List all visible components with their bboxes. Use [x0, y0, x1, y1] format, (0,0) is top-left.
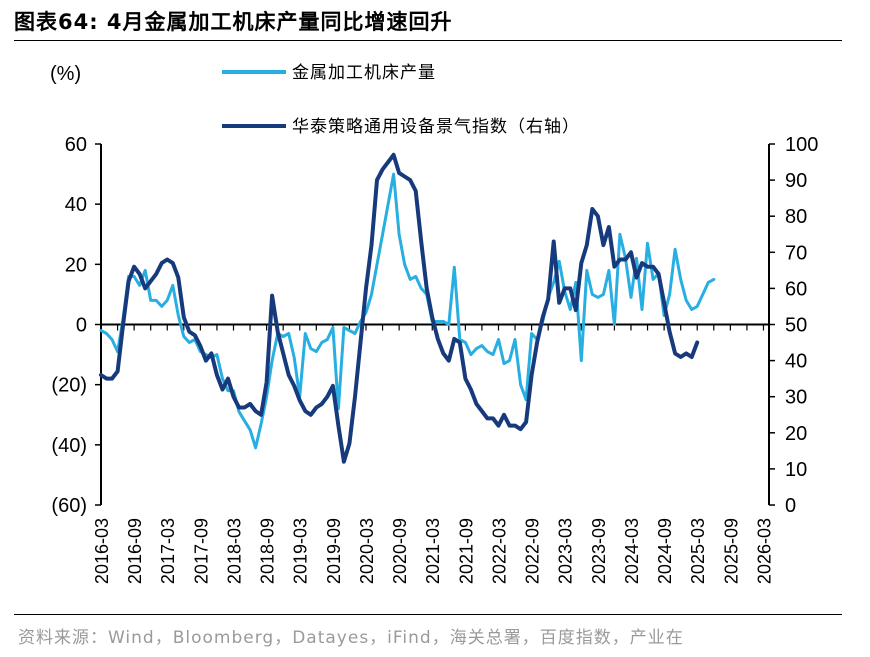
x-axis-tick-label: 2018-03	[224, 518, 244, 584]
x-axis-tick-label: 2019-09	[324, 518, 344, 584]
source-rule	[14, 614, 842, 615]
right-axis-tick-label: 100	[785, 134, 818, 156]
legend-label-machine-tool-output: 金属加工机床产量	[292, 63, 436, 83]
left-axis-tick-label: (20)	[51, 375, 87, 397]
left-axis-tick-label: (60)	[51, 495, 87, 517]
x-axis-tick-label: 2019-03	[291, 518, 311, 584]
right-axis-tick-label: 70	[785, 242, 807, 264]
x-axis-tick-label: 2021-03	[423, 518, 443, 584]
right-axis-tick-label: 60	[785, 278, 807, 300]
x-axis-tick-label: 2018-09	[258, 518, 278, 584]
x-axis-tick-label: 2023-09	[589, 518, 609, 584]
left-axis-tick-label: 20	[65, 254, 87, 276]
left-axis-tick-label: 0	[76, 315, 87, 337]
series-line-equipment-index	[99, 152, 700, 464]
x-axis-tick-label: 2025-09	[721, 518, 741, 584]
legend: 金属加工机床产量 华泰策略通用设备景气指数（右轴）	[222, 63, 580, 137]
right-axis-tick-label: 50	[785, 315, 807, 337]
x-axis-tick-label: 2026-03	[754, 518, 774, 584]
right-axis-tick-label: 90	[785, 170, 807, 192]
x-axis-tick-label: 2021-09	[456, 518, 476, 584]
series-line-machine-tool-output	[99, 172, 716, 450]
x-axis-tick-label: 2016-03	[92, 518, 112, 584]
x-axis-tick-label: 2022-03	[489, 518, 509, 584]
x-axis-tick-label: 2025-03	[688, 518, 708, 584]
x-axis-tick-label: 2017-03	[158, 518, 178, 584]
right-axis-tick-label: 10	[785, 459, 807, 481]
x-axis-tick-label: 2024-03	[622, 518, 642, 584]
legend-label-equipment-index: 华泰策略通用设备景气指数（右轴）	[292, 117, 580, 137]
x-axis-tick-label: 2023-03	[556, 518, 576, 584]
right-axis-tick-label: 20	[785, 423, 807, 445]
title-rule	[14, 40, 842, 41]
left-axis-tick-label: 60	[65, 134, 87, 156]
axes: 6040200(20)(40)(60)100908070605040302010…	[51, 134, 818, 584]
x-axis-tick-label: 2024-09	[655, 518, 675, 584]
x-axis-tick-label: 2022-09	[523, 518, 543, 584]
right-axis-tick-label: 0	[785, 495, 796, 517]
x-axis-tick-label: 2016-09	[125, 518, 145, 584]
left-axis-unit: (%)	[50, 63, 81, 85]
x-axis-tick-label: 2020-09	[390, 518, 410, 584]
series-layer	[99, 152, 716, 464]
right-axis-tick-label: 80	[785, 206, 807, 228]
x-axis-tick-label: 2020-03	[357, 518, 377, 584]
right-axis-tick-label: 40	[785, 351, 807, 373]
x-axis-tick-label: 2017-09	[191, 518, 211, 584]
left-axis-tick-label: (40)	[51, 435, 87, 457]
right-axis-tick-label: 30	[785, 387, 807, 409]
left-axis-tick-label: 40	[65, 194, 87, 216]
chart-title: 图表64: 4月金属加工机床产量同比增速回升	[14, 10, 453, 34]
source-note: 资料来源：Wind，Bloomberg，Datayes，iFind，海关总署，百…	[18, 628, 684, 648]
